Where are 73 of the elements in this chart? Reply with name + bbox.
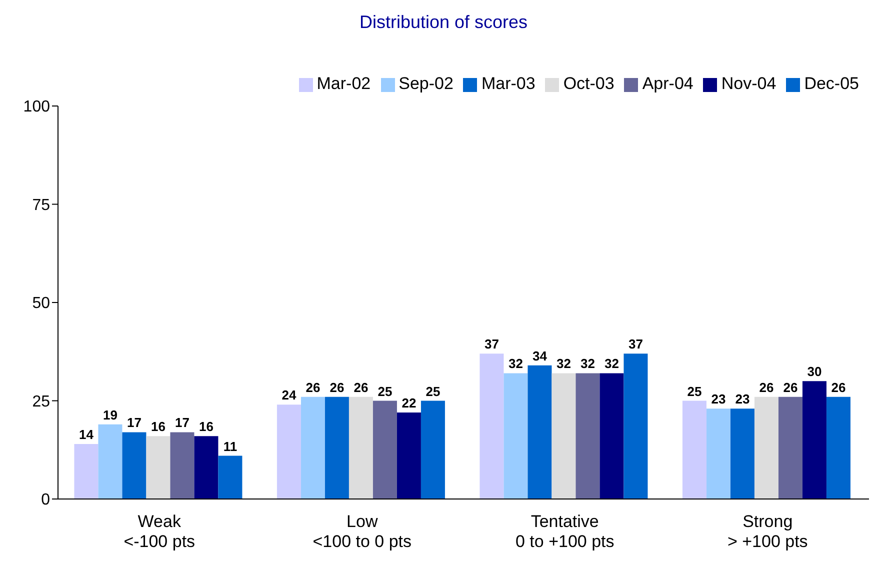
bar: [778, 396, 802, 499]
data-label: 16: [198, 419, 214, 434]
data-label: 30: [807, 364, 822, 380]
bar: [300, 396, 325, 499]
data-label: 22: [402, 396, 416, 411]
data-label: 17: [174, 415, 190, 430]
data-label: 32: [604, 356, 619, 372]
data-label: 23: [711, 392, 726, 407]
data-label: 14: [78, 426, 94, 442]
bar: [552, 373, 576, 499]
data-label: 25: [687, 384, 702, 399]
data-label: 24: [282, 388, 297, 403]
legend-label: Oct-03: [563, 74, 614, 93]
bar: [624, 354, 648, 499]
legend-label: Dec-05: [804, 74, 859, 93]
chart-title: Distribution of scores: [358, 11, 529, 34]
bar: [74, 444, 98, 499]
legend-label: Mar-02: [316, 74, 371, 93]
x-tick-label: Tentative 0 to +100 pts: [515, 512, 614, 551]
data-label: 37: [484, 336, 499, 352]
bar: [826, 396, 850, 499]
data-label: 34: [532, 348, 548, 364]
data-label: 19: [102, 407, 118, 422]
bar: [528, 365, 552, 499]
y-tick-label: 25: [32, 393, 50, 410]
bar: [218, 456, 242, 499]
bar: [600, 373, 624, 499]
data-label: 23: [735, 392, 750, 407]
x-tick-label: Strong > +100 pts: [727, 512, 808, 551]
data-label: 16: [150, 419, 166, 434]
y-tick-label: 50: [32, 295, 50, 312]
data-label: 32: [556, 356, 571, 372]
legend-label: Sep-02: [398, 74, 454, 93]
x-tick-label: Weak <-100 pts: [124, 512, 196, 551]
bar: [682, 400, 706, 499]
bar: [576, 373, 600, 499]
bar: [504, 373, 528, 499]
bar: [754, 396, 778, 499]
data-label: 26: [306, 380, 320, 395]
y-tick-label: 0: [41, 492, 50, 509]
data-label: 25: [378, 384, 392, 399]
y-tick-label: 100: [23, 98, 50, 116]
data-label: 26: [783, 380, 798, 395]
data-label: 32: [580, 356, 595, 372]
bar: [372, 400, 397, 499]
legend-label: Nov-04: [721, 74, 776, 93]
bar: [98, 424, 122, 499]
bar: [480, 354, 504, 499]
data-label: 25: [426, 384, 440, 399]
data-label: 32: [508, 356, 523, 372]
data-label: 11: [223, 438, 238, 454]
x-tick-label: Low <100 to 0 pts: [312, 512, 412, 551]
data-label: 26: [759, 380, 774, 395]
bar: [122, 432, 146, 499]
legend-label: Apr-04: [642, 74, 694, 93]
data-label: 37: [628, 336, 643, 352]
data-label: 17: [126, 415, 142, 430]
bar: [802, 381, 826, 499]
bar: [324, 396, 349, 499]
bar: [146, 436, 170, 499]
data-label: 26: [354, 380, 368, 395]
data-label: 26: [330, 380, 344, 395]
y-tick-label: 75: [32, 196, 50, 214]
legend-label: Mar-03: [481, 74, 536, 93]
bar: [706, 408, 730, 499]
bar: [276, 404, 301, 499]
bar: [348, 396, 373, 499]
data-label: 26: [831, 380, 846, 395]
bar: [170, 432, 194, 499]
bar: [396, 412, 421, 499]
bar: [420, 400, 445, 499]
bar: [194, 436, 218, 499]
bar: [730, 408, 754, 499]
